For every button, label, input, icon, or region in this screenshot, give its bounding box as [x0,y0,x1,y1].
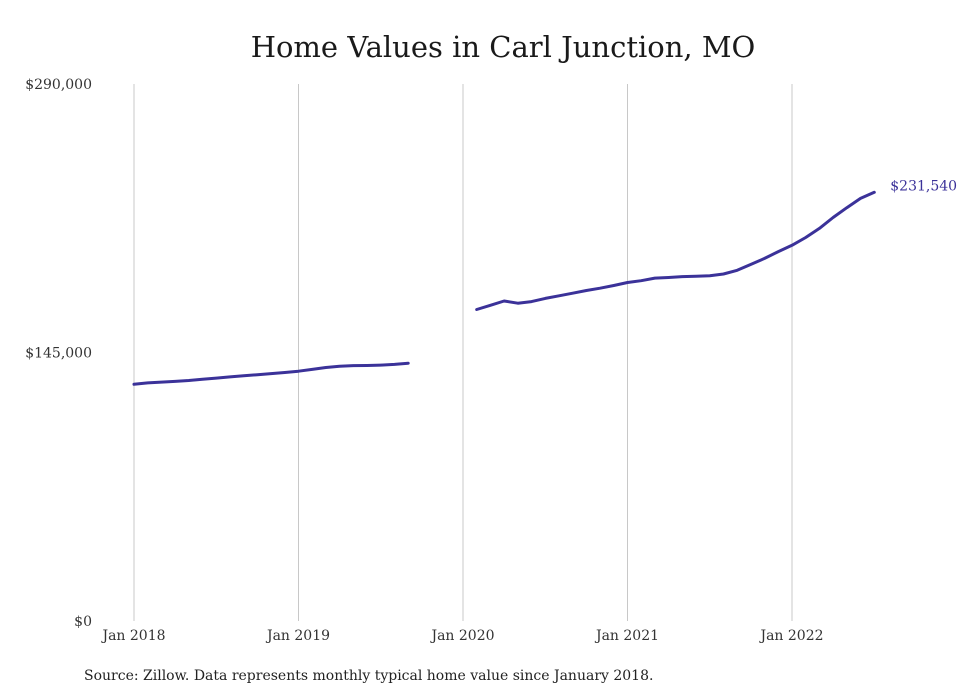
y-tick-label: $145,000 [25,346,92,362]
series-line-segment-2 [475,190,876,311]
gridlines [133,84,793,621]
x-tick-label: Jan 2019 [265,628,330,644]
chart-title: Home Values in Carl Junction, MO [250,30,756,64]
series-lines [132,190,876,386]
x-tick-label: Jan 2022 [758,628,823,644]
y-tick-label: $0 [74,614,92,630]
end-value-label: $231,540 [890,178,957,194]
x-axis-ticks: Jan 2018 Jan 2019 Jan 2020 Jan 2021 Jan 2022 [100,628,823,644]
y-axis-ticks: $0 $145,000 $290,000 [25,77,92,630]
x-tick-label: Jan 2021 [594,628,659,644]
source-note: Source: Zillow. Data represents monthly … [84,668,654,684]
y-tick-label: $290,000 [25,77,92,93]
x-tick-label: Jan 2020 [429,628,494,644]
x-tick-label: Jan 2018 [100,628,165,644]
series-line-segment-1 [132,361,410,386]
